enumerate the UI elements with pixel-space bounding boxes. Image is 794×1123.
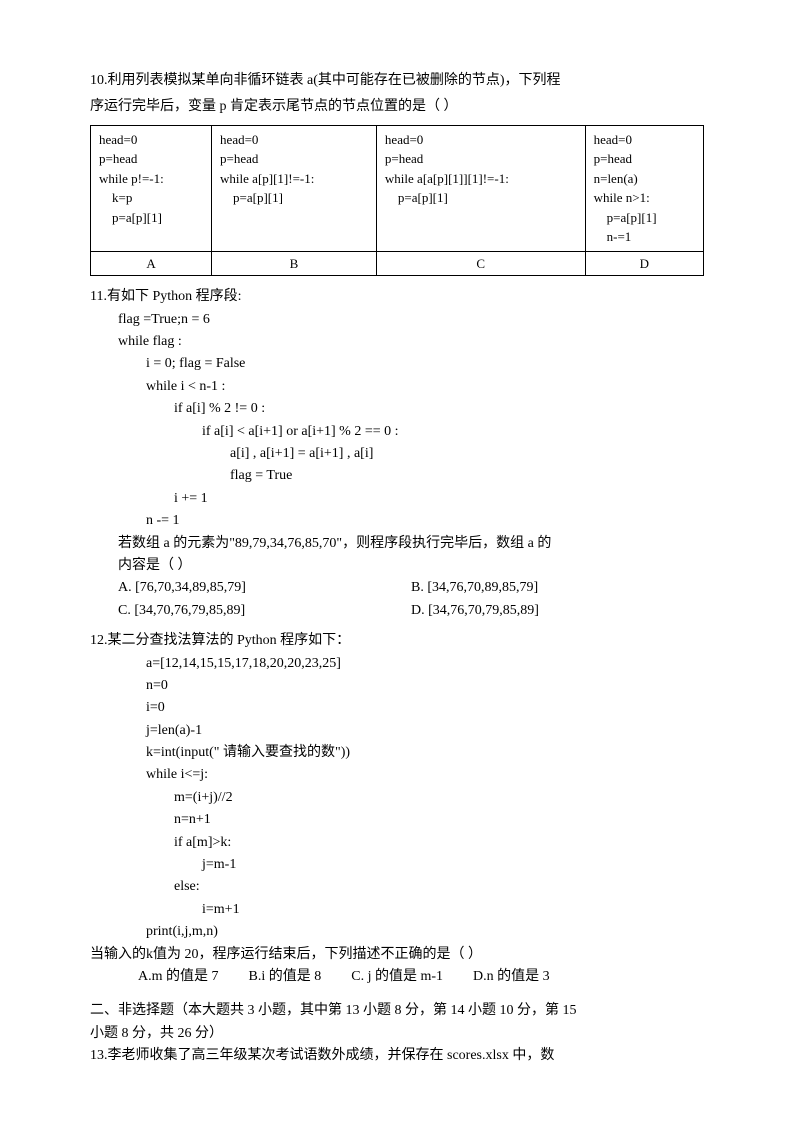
q12-code-1: n=0 xyxy=(90,675,704,697)
q10-line2: 序运行完毕后，变量 p 肯定表示尾节点的节点位置的是（ ） xyxy=(90,96,704,118)
q11-code-8: i += 1 xyxy=(90,488,704,510)
q11-choice-b: B. [34,76,70,89,85,79] xyxy=(411,577,704,599)
q12-code-9: j=m-1 xyxy=(90,854,704,876)
q11-code-4: if a[i] % 2 != 0 : xyxy=(90,398,704,420)
q10-label-b: B xyxy=(212,251,377,276)
q11-code-7: flag = True xyxy=(90,465,704,487)
q12-choice-d: D.n 的值是 3 xyxy=(473,966,550,988)
section2-title2: 小题 8 分，共 26 分） xyxy=(90,1023,704,1045)
q11-code-1: while flag : xyxy=(90,331,704,353)
q10-cell-a: head=0 p=head while p!=-1: k=p p=a[p][1] xyxy=(91,125,212,251)
q12-choices: A.m 的值是 7 B.i 的值是 8 C. j 的值是 m-1 D.n 的值是… xyxy=(90,966,704,988)
q12-code-3: j=len(a)-1 xyxy=(90,720,704,742)
q12-code-5: while i<=j: xyxy=(90,764,704,786)
q12-choice-c: C. j 的值是 m-1 xyxy=(351,966,443,988)
q12-code-7: n=n+1 xyxy=(90,809,704,831)
q11-code-0: flag =True;n = 6 xyxy=(90,309,704,331)
section2-title1: 二、非选择题（本大题共 3 小题，其中第 13 小题 8 分，第 14 小题 1… xyxy=(90,1000,704,1022)
q11-code-6: a[i] , a[i+1] = a[i+1] , a[i] xyxy=(90,443,704,465)
q10-label-a: A xyxy=(91,251,212,276)
q11-choice-a: A. [76,70,34,89,85,79] xyxy=(118,577,411,599)
q11-code-3: while i < n-1 : xyxy=(90,376,704,398)
q10-label-d: D xyxy=(585,251,703,276)
q10-label-c: C xyxy=(376,251,585,276)
q10-line1: 10.利用列表模拟某单向非循环链表 a(其中可能存在已被删除的节点)，下列程 xyxy=(90,70,704,92)
q12-code-10: else: xyxy=(90,876,704,898)
q11-choice-d: D. [34,76,70,79,85,89] xyxy=(411,600,704,622)
q12-choice-a: A.m 的值是 7 xyxy=(138,966,219,988)
q12-followup: 当输入的k值为 20，程序运行结束后，下列描述不正确的是（ ） xyxy=(90,944,704,966)
q12-code-4: k=int(input(" 请输入要查找的数")) xyxy=(90,742,704,764)
q11-title: 11.有如下 Python 程序段: xyxy=(90,286,704,308)
q11-choices-row1: A. [76,70,34,89,85,79] B. [34,76,70,89,8… xyxy=(90,577,704,599)
q11-code-9: n -= 1 xyxy=(90,510,704,532)
q12-code-2: i=0 xyxy=(90,697,704,719)
q10-cell-b: head=0 p=head while a[p][1]!=-1: p=a[p][… xyxy=(212,125,377,251)
q12-code-8: if a[m]>k: xyxy=(90,832,704,854)
q12-code-12: print(i,j,m,n) xyxy=(90,921,704,943)
q11-code-2: i = 0; flag = False xyxy=(90,353,704,375)
q11-followup2: 内容是（ ） xyxy=(90,555,704,577)
q11-code-5: if a[i] < a[i+1] or a[i+1] % 2 == 0 : xyxy=(90,421,704,443)
q10-table: head=0 p=head while p!=-1: k=p p=a[p][1]… xyxy=(90,125,704,277)
exam-page: 10.利用列表模拟某单向非循环链表 a(其中可能存在已被删除的节点)，下列程 序… xyxy=(0,0,794,1123)
q11-choice-c: C. [34,70,76,79,85,89] xyxy=(118,600,411,622)
q12-code-0: a=[12,14,15,15,17,18,20,20,23,25] xyxy=(90,653,704,675)
q12-code-11: i=m+1 xyxy=(90,899,704,921)
q10-cell-d: head=0 p=head n=len(a) while n>1: p=a[p]… xyxy=(585,125,703,251)
q10-cell-c: head=0 p=head while a[a[p][1]][1]!=-1: p… xyxy=(376,125,585,251)
q12-title: 12.某二分查找法算法的 Python 程序如下： xyxy=(90,630,704,652)
q12-code-6: m=(i+j)//2 xyxy=(90,787,704,809)
q13-text: 13.李老师收集了高三年级某次考试语数外成绩，并保存在 scores.xlsx … xyxy=(90,1045,704,1067)
q12-choice-b: B.i 的值是 8 xyxy=(249,966,322,988)
q11-followup1: 若数组 a 的元素为"89,79,34,76,85,70"，则程序段执行完毕后，… xyxy=(90,533,704,555)
q11-choices-row2: C. [34,70,76,79,85,89] D. [34,76,70,79,8… xyxy=(90,600,704,622)
